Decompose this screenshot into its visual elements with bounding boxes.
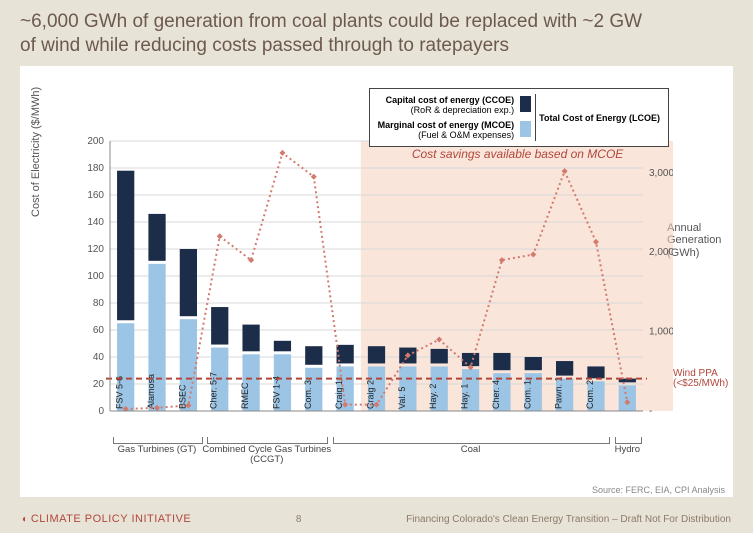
legend-mcoe-sub: (Fuel & O&M expenses) [418,130,514,140]
highlight-label: Cost savings available based on MCOE [361,147,675,161]
svg-text:160: 160 [87,190,104,201]
slide-title: ~6,000 GWh of generation from coal plant… [0,0,753,62]
legend-ccoe-swatch [520,96,531,112]
category-label: Coal [323,445,619,455]
svg-text:Pawn. 1: Pawn. 1 [554,376,564,409]
svg-text:Com. 2: Com. 2 [585,380,595,409]
svg-text:FSV 5-6: FSV 5-6 [115,376,125,409]
title-line-1: ~6,000 GWh of generation from coal plant… [20,11,642,32]
legend-ccoe-sub: (RoR & depreciation exp.) [411,105,515,115]
page-number: 8 [296,514,302,525]
svg-text:Cher. 5-7: Cher. 5-7 [209,372,219,409]
category-bracket [615,437,642,444]
source-note: Source: FERC, EIA, CPI Analysis [592,485,725,495]
category-label: Hydro [605,445,650,455]
category-label: Combined Cycle Gas Turbines (CCGT) [197,445,336,465]
category-bracket [333,437,611,444]
footer-note: Financing Colorado's Clean Energy Transi… [406,514,731,525]
svg-text:60: 60 [93,325,105,336]
title-line-2: of wind while reducing costs passed thro… [20,35,509,56]
svg-text:0: 0 [98,406,104,417]
category-bracket [207,437,328,444]
legend-mcoe-label: Marginal cost of energy (MCOE) [378,120,515,130]
svg-text:-: - [649,406,652,417]
footer: ◐ CLIMATE POLICY INITIATIVE 8 Financing … [0,505,753,533]
svg-text:Com. 1: Com. 1 [522,380,532,409]
svg-text:Val. 5: Val. 5 [397,387,407,409]
svg-text:Hay. 2: Hay. 2 [428,384,438,409]
legend: Capital cost of energy (CCOE) (RoR & dep… [369,88,669,147]
svg-text:Com. 3: Com. 3 [303,380,313,409]
svg-text:200: 200 [87,136,104,147]
y-axis-right-label: Annual Generation (GWh) [667,222,727,258]
category-label: Gas Turbines (GT) [103,445,211,455]
category-labels: Gas Turbines (GT)Combined Cycle Gas Turb… [80,437,673,483]
chart-container: Cost of Electricity ($/MWh) Annual Gener… [20,66,733,497]
category-bracket [113,437,203,444]
svg-text:100: 100 [87,271,104,282]
svg-text:2,000: 2,000 [649,247,673,258]
svg-text:80: 80 [93,298,105,309]
svg-text:Cher. 4: Cher. 4 [491,380,501,409]
svg-text:1,000: 1,000 [649,327,673,338]
svg-text:140: 140 [87,217,104,228]
legend-mcoe-swatch [520,121,531,137]
wind-ppa-label: Wind PPA (<$25/MWh) [673,369,729,390]
svg-text:3,000: 3,000 [649,168,673,179]
brand: ◐ CLIMATE POLICY INITIATIVE [22,513,191,525]
svg-text:Hay. 1: Hay. 1 [460,384,470,409]
svg-text:40: 40 [93,352,105,363]
svg-text:180: 180 [87,163,104,174]
svg-text:RMEC: RMEC [240,382,250,409]
legend-total-label: Total Cost of Energy (LCOE) [539,113,660,123]
plot-area: Cost of Electricity ($/MWh) Annual Gener… [80,86,673,427]
svg-text:120: 120 [87,244,104,255]
legend-ccoe-label: Capital cost of energy (CCOE) [386,95,515,105]
svg-text:20: 20 [93,379,105,390]
y-axis-left-label: Cost of Electricity ($/MWh) [30,86,42,216]
svg-text:FSV 1-4: FSV 1-4 [271,376,281,409]
